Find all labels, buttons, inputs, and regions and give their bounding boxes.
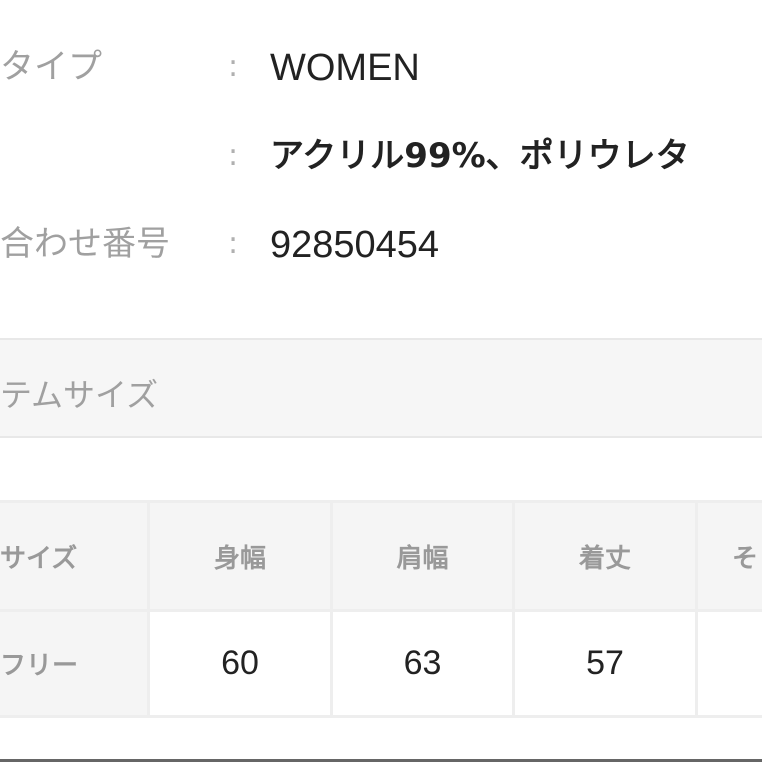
- detail-label-type: タイプ: [0, 47, 102, 87]
- table-header-size: サイズ: [0, 503, 147, 609]
- table-cell-size: フリー: [0, 612, 147, 715]
- table-cell-length: 57: [515, 612, 695, 715]
- table-header-sleeve: そ: [698, 503, 762, 609]
- detail-label-inquiry-number: 合わせ番号: [0, 224, 170, 264]
- size-table: サイズ 身幅 肩幅 着丈 そ フリー 60 63 57: [0, 500, 762, 718]
- detail-colon: :: [228, 226, 239, 261]
- detail-value-material: アクリル99%、ポリウレタ: [270, 136, 690, 176]
- divider: [0, 759, 762, 762]
- section-title: テムサイズ: [0, 376, 159, 414]
- table-cell-shoulder-width: 63: [333, 612, 512, 715]
- table-header-body-width: 身幅: [150, 503, 330, 609]
- section-header-item-size: テムサイズ: [0, 338, 762, 438]
- detail-colon: :: [228, 49, 239, 84]
- detail-value-type: WOMEN: [270, 47, 420, 89]
- table-header-shoulder-width: 肩幅: [333, 503, 512, 609]
- table-header-length: 着丈: [515, 503, 695, 609]
- table-cell-sleeve: [698, 612, 762, 715]
- detail-colon: :: [228, 138, 239, 173]
- detail-value-inquiry-number: 92850454: [270, 224, 440, 266]
- table-cell-body-width: 60: [150, 612, 330, 715]
